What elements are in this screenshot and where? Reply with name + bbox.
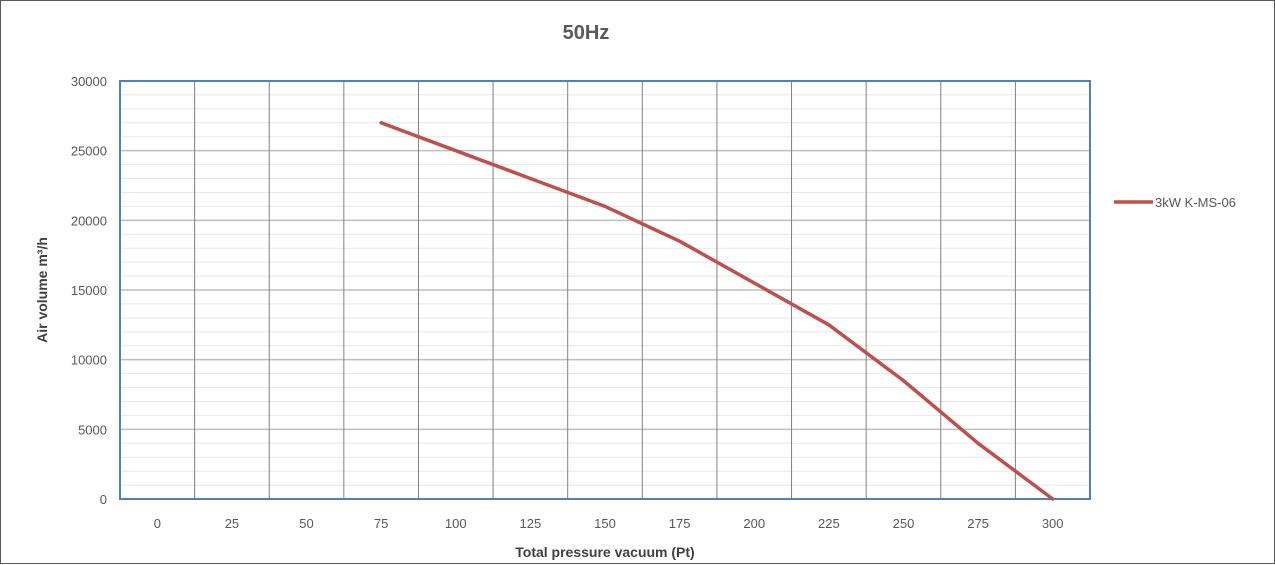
y-tick-label: 5000 (78, 422, 107, 437)
x-tick-label: 275 (967, 516, 989, 531)
y-tick-label: 0 (100, 492, 107, 507)
grid (120, 81, 1090, 499)
data-point (528, 177, 532, 181)
data-point (752, 281, 756, 285)
data-point (603, 204, 607, 208)
data-point (379, 121, 383, 125)
chart-title: 50Hz (563, 22, 610, 44)
data-point (678, 239, 682, 243)
x-tick-label: 75 (374, 516, 388, 531)
y-tick-label: 30000 (71, 74, 107, 89)
y-axis-ticks: 0 5000 10000 15000 20000 25000 30000 (71, 74, 107, 507)
x-axis-ticks: 0 25 50 75 100 125 150 175 200 225 250 275 300 (154, 516, 1064, 531)
legend: 3kW K-MS-06 (1114, 195, 1236, 210)
x-tick-label: 225 (818, 516, 840, 531)
data-point (454, 149, 458, 153)
y-tick-label: 20000 (71, 213, 107, 228)
x-tick-label: 150 (594, 516, 616, 531)
y-tick-label: 10000 (71, 353, 107, 368)
x-tick-label: 200 (743, 516, 765, 531)
x-tick-label: 125 (520, 516, 542, 531)
x-axis-title: Total pressure vacuum (Pt) (515, 544, 694, 560)
y-tick-label: 15000 (71, 283, 107, 298)
series-line (379, 121, 1055, 501)
x-tick-label: 50 (299, 516, 313, 531)
x-tick-label: 250 (893, 516, 915, 531)
legend-label: 3kW K-MS-06 (1155, 195, 1236, 210)
data-point (1051, 497, 1055, 501)
data-point (901, 379, 905, 383)
plot-area-border (119, 80, 1091, 500)
x-tick-label: 100 (445, 516, 467, 531)
x-tick-label: 300 (1042, 516, 1064, 531)
y-tick-label: 25000 (71, 144, 107, 159)
series-layer (379, 121, 1055, 501)
data-point (976, 441, 980, 445)
data-point (827, 323, 831, 327)
x-tick-label: 0 (154, 516, 161, 531)
x-tick-label: 175 (669, 516, 691, 531)
x-tick-label: 25 (225, 516, 239, 531)
y-axis-title: Air volume m³/h (34, 237, 50, 343)
